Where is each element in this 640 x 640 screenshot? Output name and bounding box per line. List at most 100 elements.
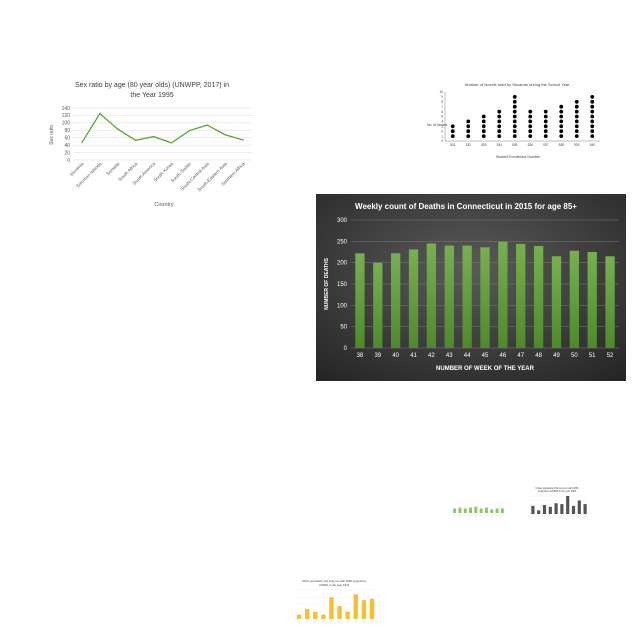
- bar: [445, 246, 454, 348]
- x-tick-label-mark: [543, 515, 545, 517]
- bar: [485, 508, 488, 513]
- bar: [498, 242, 507, 348]
- x-tick-label: 49: [553, 353, 560, 359]
- y-tick-label: 140: [62, 106, 71, 112]
- x-tick-label-mark: [549, 515, 551, 517]
- bar: [531, 506, 534, 514]
- bar: [409, 249, 418, 348]
- data-dot: [590, 124, 594, 128]
- bar: [534, 246, 543, 348]
- data-dot: [575, 105, 579, 109]
- x-tick-label: 41: [410, 353, 417, 359]
- x-tick-label-mark: [560, 515, 562, 517]
- y-tick-label: 4: [441, 120, 443, 124]
- x-tick-label-mark: [362, 620, 364, 622]
- data-point: [99, 113, 100, 114]
- x-tick-label-mark: [370, 620, 372, 622]
- x-tick-label-mark: [531, 515, 533, 517]
- bar: [578, 501, 581, 515]
- y-tick-label: 200: [337, 261, 348, 267]
- y-tick-label: 150: [337, 282, 348, 288]
- data-dot: [544, 124, 548, 128]
- bar: [354, 594, 358, 619]
- data-dot: [513, 129, 517, 133]
- data-dot: [451, 134, 455, 138]
- sex-ratio-svg: Sex ratio by age (80 year olds) (UNWPP, …: [40, 75, 265, 215]
- small-green-svg: [447, 496, 507, 518]
- data-dot: [497, 115, 501, 119]
- y-tick-label: 10: [439, 90, 443, 94]
- data-dot: [575, 124, 579, 128]
- data-dot: [559, 124, 563, 128]
- data-dot: [590, 134, 594, 138]
- data-point: [224, 134, 225, 135]
- data-dot: [466, 129, 470, 133]
- x-tick-label: 534: [497, 143, 503, 147]
- data-dot: [513, 110, 517, 114]
- x-tick-label: 535: [512, 143, 518, 147]
- data-dot: [590, 100, 594, 104]
- x-tick-label: 52: [607, 353, 614, 359]
- data-dot: [590, 110, 594, 114]
- x-tick-label-mark: [555, 515, 557, 517]
- x-tick-label: 539: [574, 143, 580, 147]
- data-dot: [575, 110, 579, 114]
- data-dot: [466, 134, 470, 138]
- x-tick-label-mark: [298, 620, 300, 622]
- data-dot: [590, 115, 594, 119]
- small-green-bar-chart: [447, 496, 507, 518]
- x-tick-label: 38: [357, 353, 364, 359]
- x-tick-label-mark: [306, 620, 308, 622]
- bar: [566, 496, 569, 514]
- data-dot: [544, 110, 548, 114]
- bar: [543, 505, 546, 514]
- ct-deaths-chart: Weekly count of Deaths in Connecticut in…: [316, 194, 626, 381]
- data-dot: [482, 124, 486, 128]
- x-tick-label: 40: [392, 353, 399, 359]
- data-point: [242, 139, 243, 140]
- data-dot: [497, 110, 501, 114]
- bar: [458, 508, 461, 513]
- data-dot: [466, 124, 470, 128]
- data-point: [189, 130, 190, 131]
- bar: [552, 256, 561, 348]
- data-dot: [528, 134, 532, 138]
- data-dot: [513, 95, 517, 99]
- y-tick-label: 9: [441, 95, 443, 99]
- y-tick-label: 60: [64, 136, 70, 142]
- x-tick-label: 46: [500, 353, 507, 359]
- x-tick-label-mark: [537, 515, 539, 517]
- x-tick-label: 536: [528, 143, 534, 147]
- bar: [297, 615, 301, 619]
- y-tick-label: 20: [64, 150, 70, 156]
- x-tick-label-mark: [314, 620, 316, 622]
- x-tick-label-mark: [566, 515, 568, 517]
- bar: [337, 606, 341, 619]
- y-tick-label: 7: [441, 105, 443, 109]
- x-axis-title: NUMBER OF WEEK OF THE YEAR: [436, 366, 535, 372]
- x-tick-label: 47: [517, 353, 524, 359]
- novels-svg: Number of Novels read by Students during…: [420, 78, 615, 163]
- chart-title-line-1: Sex ratio by age (80 year olds) (UNWPP, …: [75, 82, 229, 89]
- x-tick-label-mark: [578, 515, 580, 517]
- bar: [480, 247, 489, 348]
- x-tick-label: 538: [559, 143, 565, 147]
- data-dot: [513, 105, 517, 109]
- bar: [355, 253, 364, 348]
- y-tick-label: 0: [441, 139, 443, 143]
- bar: [427, 243, 436, 348]
- x-tick-label: 42: [428, 353, 435, 359]
- x-axis-title: Country: [154, 202, 174, 208]
- series-line: [82, 114, 243, 143]
- novels-chart: Number of Novels read by Students during…: [420, 78, 615, 163]
- bar: [464, 509, 467, 514]
- y-axis-title: Sex ratio: [49, 125, 55, 145]
- data-dot: [513, 100, 517, 104]
- bar: [549, 507, 552, 514]
- data-dot: [482, 120, 486, 124]
- bar: [560, 504, 563, 514]
- data-dot: [590, 95, 594, 99]
- data-dot: [590, 129, 594, 133]
- bar: [462, 246, 471, 348]
- y-axis-title: NUMBER OF DEATHS: [324, 257, 330, 310]
